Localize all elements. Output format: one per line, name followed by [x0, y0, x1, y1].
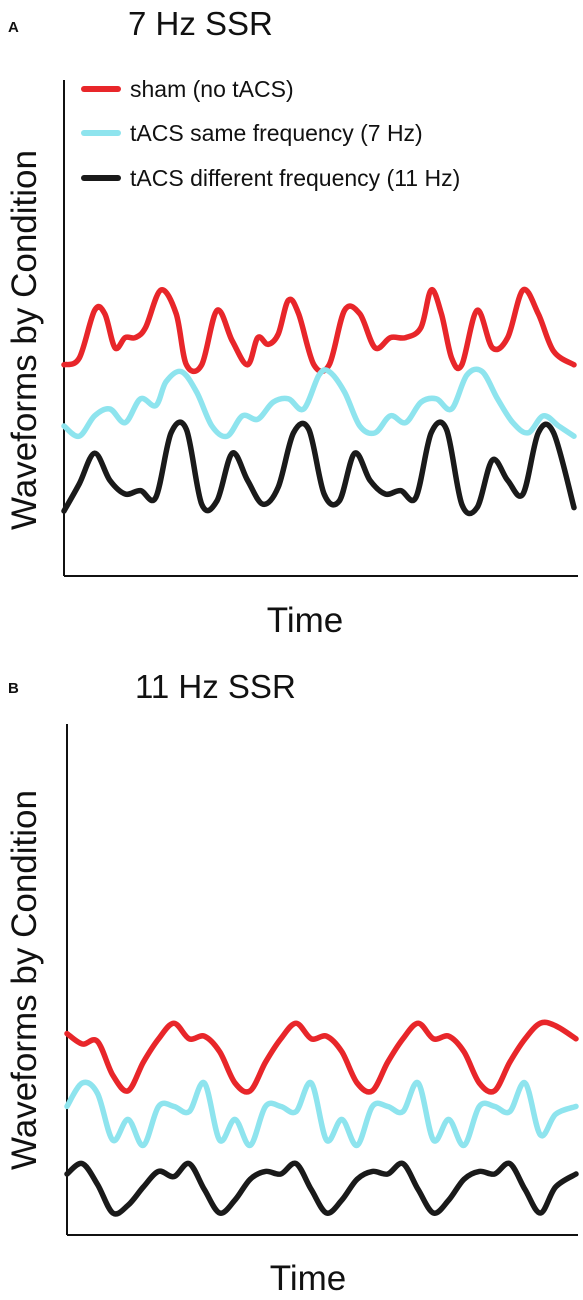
panel-a-plot-area	[61, 286, 577, 517]
legend-label-same-frequency: tACS same frequency (7 Hz)	[130, 120, 423, 146]
panel-a-x-axis-label: Time	[267, 601, 343, 640]
panel-b-x-axis-label: Time	[270, 1259, 346, 1298]
panel-b-letter: B	[8, 680, 19, 697]
panel-a-legend: sham (no tACS) tACS same frequency (7 Hz…	[81, 76, 460, 191]
panel-b-series-different-frequency	[64, 1160, 579, 1217]
panel-a-y-axis-label: Waveforms by Condition	[5, 150, 44, 530]
panel-b-series-sham	[64, 1019, 579, 1095]
panel-a-title: 7 Hz SSR	[128, 5, 273, 42]
legend-label-sham: sham (no tACS)	[130, 76, 294, 102]
panel-a: A 7 Hz SSR Waveforms by Condition Time s…	[5, 5, 578, 640]
panel-a-series-different-frequency	[61, 419, 577, 517]
legend-label-different-frequency: tACS different frequency (11 Hz)	[130, 165, 460, 191]
panel-b-y-axis-label: Waveforms by Condition	[5, 790, 44, 1170]
panel-a-series-sham	[61, 286, 577, 375]
panel-a-series-same-frequency	[61, 366, 577, 440]
panel-b: B 11 Hz SSR Waveforms by Condition Time	[5, 668, 579, 1298]
panel-b-series-same-frequency	[64, 1079, 579, 1149]
panel-b-plot-area	[64, 1019, 579, 1217]
panel-a-letter: A	[8, 19, 19, 36]
panel-b-title: 11 Hz SSR	[135, 668, 296, 705]
